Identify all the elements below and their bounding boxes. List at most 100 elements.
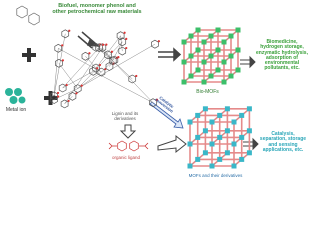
metal-node xyxy=(187,141,193,147)
metal-node xyxy=(209,163,215,169)
metal-node xyxy=(187,119,193,125)
ring xyxy=(151,39,159,49)
bond xyxy=(93,71,154,103)
mofs-label: MOFs and their derivatives xyxy=(188,173,243,178)
metal-node xyxy=(195,67,201,73)
mof-lattices xyxy=(181,27,252,169)
metal-node xyxy=(215,67,221,73)
raw-materials-text: Biofuel, monomer phenol and other petroc… xyxy=(52,3,142,15)
metal-node xyxy=(195,112,201,118)
ring xyxy=(50,95,58,104)
metal-ions xyxy=(5,88,26,104)
ring xyxy=(105,62,114,71)
ring xyxy=(58,83,67,93)
atom xyxy=(125,46,128,50)
atom xyxy=(135,74,138,78)
ring xyxy=(110,55,119,65)
ring xyxy=(117,140,127,152)
atom xyxy=(68,29,71,32)
atom xyxy=(75,92,78,95)
metal-node xyxy=(217,156,223,162)
metal-node xyxy=(202,106,208,112)
bond xyxy=(77,43,156,89)
ring xyxy=(28,12,40,26)
metal-node xyxy=(246,106,252,112)
metal-ion-label: Metal ion xyxy=(5,107,27,113)
metal-node xyxy=(215,27,221,33)
atom xyxy=(110,50,114,53)
metal-node xyxy=(228,53,234,59)
conversion-arrow xyxy=(149,101,184,129)
metal-node xyxy=(239,134,245,140)
lattice xyxy=(181,27,241,85)
arrow xyxy=(158,47,182,62)
metal-node xyxy=(181,39,187,45)
bond xyxy=(95,35,121,69)
metal-node xyxy=(188,53,194,59)
metal-node xyxy=(188,33,194,39)
atom xyxy=(105,43,108,46)
metal-node xyxy=(224,106,230,112)
metal-node xyxy=(228,33,234,39)
metal-node xyxy=(201,59,207,65)
metal-node xyxy=(201,39,207,45)
metal-node xyxy=(231,163,237,169)
metal-node xyxy=(187,163,193,169)
metal-node xyxy=(195,27,201,33)
atom xyxy=(125,37,128,40)
metal-node xyxy=(208,33,214,39)
ring xyxy=(68,91,77,101)
ring xyxy=(50,91,58,101)
atom xyxy=(155,98,159,101)
metal-node xyxy=(195,156,201,162)
bond xyxy=(64,47,103,105)
ring xyxy=(54,43,63,53)
ring xyxy=(104,50,112,60)
ring xyxy=(118,46,127,56)
arrow xyxy=(157,134,187,154)
arrow xyxy=(243,137,259,151)
ring xyxy=(92,42,101,52)
atom xyxy=(57,95,60,98)
arrow xyxy=(119,124,137,139)
metal-node xyxy=(224,150,230,156)
bond xyxy=(85,56,97,69)
bio-applications-text: Biomedicine, hydrogen storage, enzymatic… xyxy=(256,39,308,72)
atom xyxy=(98,63,102,67)
metal-node xyxy=(217,112,223,118)
bond xyxy=(108,142,149,150)
atom xyxy=(96,67,99,70)
ring xyxy=(89,66,98,76)
metal-node xyxy=(235,27,241,33)
page: Biofuel, monomer phenol and other petroc… xyxy=(5,3,308,178)
ring xyxy=(92,63,100,73)
plus-sign xyxy=(22,48,36,62)
ring xyxy=(16,5,28,19)
ring xyxy=(73,84,82,94)
bond xyxy=(62,47,100,89)
bond xyxy=(101,60,113,73)
metal-node xyxy=(188,73,194,79)
bond xyxy=(112,60,154,103)
metal-node xyxy=(224,128,230,134)
metal-node xyxy=(215,47,221,53)
metal-node xyxy=(239,112,245,118)
bond xyxy=(58,63,78,89)
atom xyxy=(102,43,105,46)
atom xyxy=(123,31,126,34)
bond xyxy=(54,88,78,100)
ring xyxy=(129,140,139,152)
molecules xyxy=(16,5,161,152)
ring xyxy=(97,67,106,77)
metal-node xyxy=(209,141,215,147)
metal-node xyxy=(201,79,207,85)
bio-mofs-label: Bio-MOFs xyxy=(196,89,219,95)
metal-node xyxy=(239,156,245,162)
atom xyxy=(61,59,64,62)
metal-node xyxy=(217,134,223,140)
atom xyxy=(65,83,68,87)
ring xyxy=(55,58,63,68)
metal-node xyxy=(246,128,252,134)
lattice xyxy=(187,106,252,169)
diagram xyxy=(5,5,259,169)
